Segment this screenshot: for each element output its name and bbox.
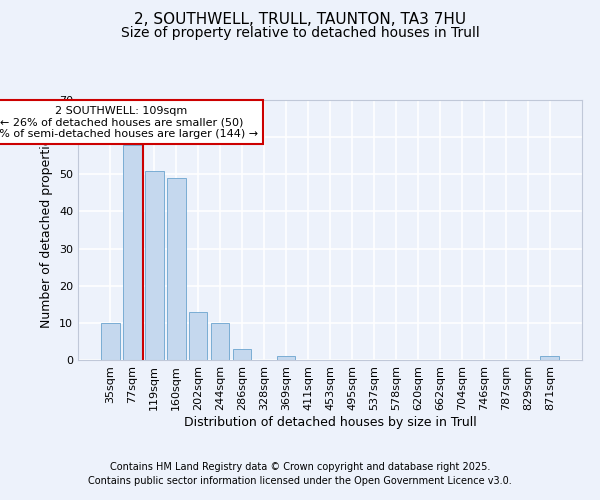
Text: Size of property relative to detached houses in Trull: Size of property relative to detached ho… xyxy=(121,26,479,40)
Bar xyxy=(541,356,559,360)
Bar xyxy=(123,144,142,360)
Bar xyxy=(233,349,251,360)
Text: 2, SOUTHWELL, TRULL, TAUNTON, TA3 7HU: 2, SOUTHWELL, TRULL, TAUNTON, TA3 7HU xyxy=(134,12,466,28)
Bar xyxy=(101,323,119,360)
Y-axis label: Number of detached properties: Number of detached properties xyxy=(40,132,53,328)
Bar xyxy=(145,170,164,360)
Bar xyxy=(277,356,295,360)
Bar xyxy=(189,312,208,360)
X-axis label: Distribution of detached houses by size in Trull: Distribution of detached houses by size … xyxy=(184,416,476,428)
Bar xyxy=(211,323,229,360)
Bar xyxy=(167,178,185,360)
Text: 2 SOUTHWELL: 109sqm
← 26% of detached houses are smaller (50)
74% of semi-detach: 2 SOUTHWELL: 109sqm ← 26% of detached ho… xyxy=(0,106,258,139)
Text: Contains HM Land Registry data © Crown copyright and database right 2025.: Contains HM Land Registry data © Crown c… xyxy=(110,462,490,472)
Text: Contains public sector information licensed under the Open Government Licence v3: Contains public sector information licen… xyxy=(88,476,512,486)
